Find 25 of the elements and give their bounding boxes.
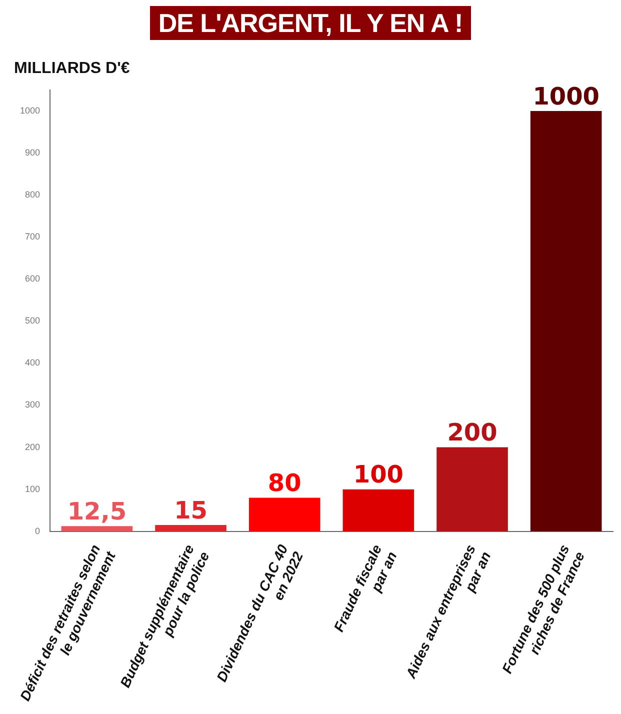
y-tick-label: 400 <box>24 358 40 368</box>
y-tick-label: 300 <box>24 400 40 410</box>
y-tick-label: 100 <box>24 484 40 494</box>
bar <box>436 447 508 532</box>
data-label: 200 <box>447 418 498 447</box>
data-label: 12,5 <box>67 497 127 526</box>
data-label: 15 <box>174 496 208 524</box>
y-tick-label: 600 <box>24 274 40 284</box>
bar <box>155 525 226 532</box>
y-tick-label: 800 <box>24 190 40 200</box>
bar <box>248 498 320 532</box>
y-tick-label: 500 <box>24 316 40 326</box>
bar <box>530 111 602 532</box>
y-tick-label: 700 <box>24 232 40 242</box>
y-tick-label: 900 <box>24 148 40 158</box>
chart-title: DE L'ARGENT, IL Y EN A ! <box>150 6 471 40</box>
data-label: 100 <box>353 460 404 489</box>
bar <box>61 526 133 532</box>
bar <box>342 489 414 532</box>
y-tick-label: 1000 <box>20 106 40 116</box>
data-label: 1000 <box>532 82 600 110</box>
y-axis-title: MILLIARDS D'€ <box>14 60 130 78</box>
data-label: 80 <box>268 468 302 497</box>
y-tick-label: 200 <box>24 442 40 452</box>
y-tick-label: 0 <box>35 526 40 536</box>
